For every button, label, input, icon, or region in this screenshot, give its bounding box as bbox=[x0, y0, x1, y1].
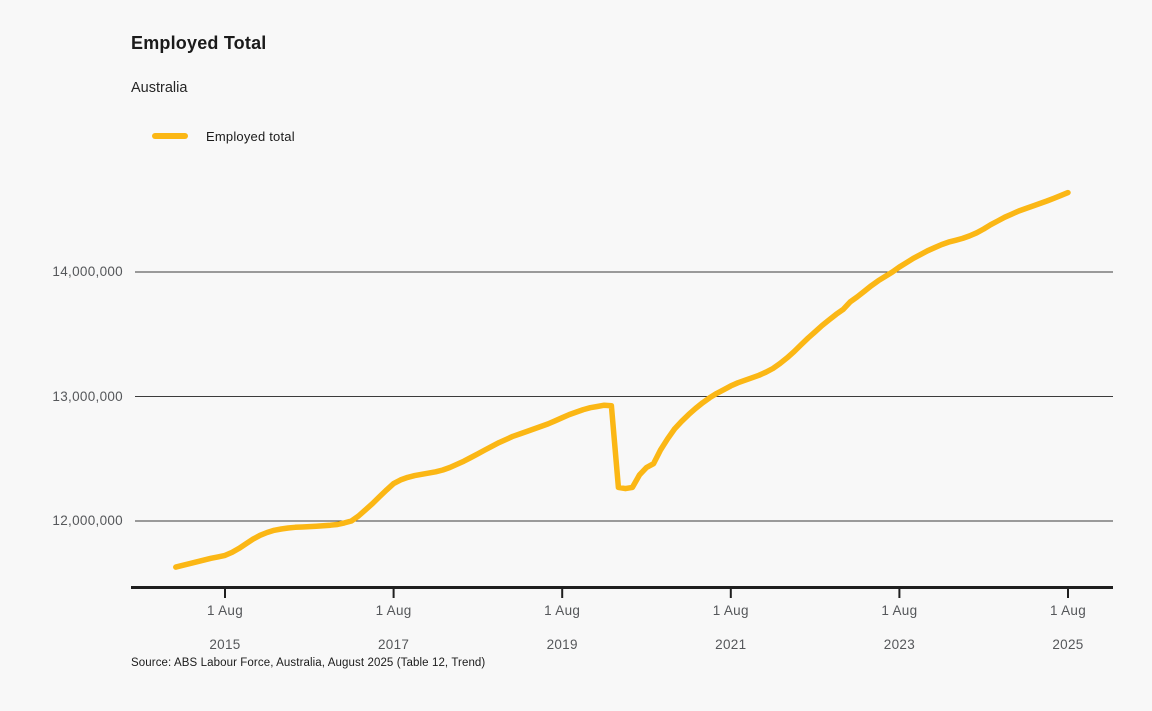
x-tick-month-2025: 1 Aug bbox=[1049, 603, 1087, 618]
chart-title: Employed Total bbox=[131, 33, 267, 53]
x-tick-month-2017: 1 Aug bbox=[375, 603, 412, 618]
x-tick-year-2019: 2019 bbox=[546, 637, 578, 652]
legend: Employed total bbox=[152, 128, 295, 144]
source-note: Source: ABS Labour Force, Australia, Aug… bbox=[131, 657, 486, 669]
chart-subtitle: Australia bbox=[131, 80, 188, 96]
y-tick-label-12m: 12,000,000 bbox=[52, 513, 123, 528]
x-tick-month-2023: 1 Aug bbox=[881, 603, 918, 618]
x-tick-year-2021: 2021 bbox=[715, 637, 747, 652]
x-tick-year-2025: 2025 bbox=[1052, 637, 1084, 652]
legend-item-employed-total[interactable]: Employed total bbox=[152, 129, 295, 144]
x-tick-year-2017: 2017 bbox=[377, 637, 410, 652]
y-tick-label-13m: 13,000,000 bbox=[52, 388, 123, 404]
x-tick-year-2015: 2015 bbox=[209, 637, 241, 652]
x-tick-month-2015: 1 Aug bbox=[206, 603, 244, 618]
x-tick-month-2021: 1 Aug bbox=[712, 603, 749, 618]
legend-swatch-icon bbox=[152, 133, 188, 139]
x-tick-year-2023: 2023 bbox=[883, 637, 915, 652]
y-tick-label-14m: 14,000,000 bbox=[52, 264, 123, 279]
employed-line bbox=[173, 189, 1071, 570]
legend-label: Employed total bbox=[206, 128, 295, 144]
x-tick-month-2019: 1 Aug bbox=[544, 603, 581, 618]
